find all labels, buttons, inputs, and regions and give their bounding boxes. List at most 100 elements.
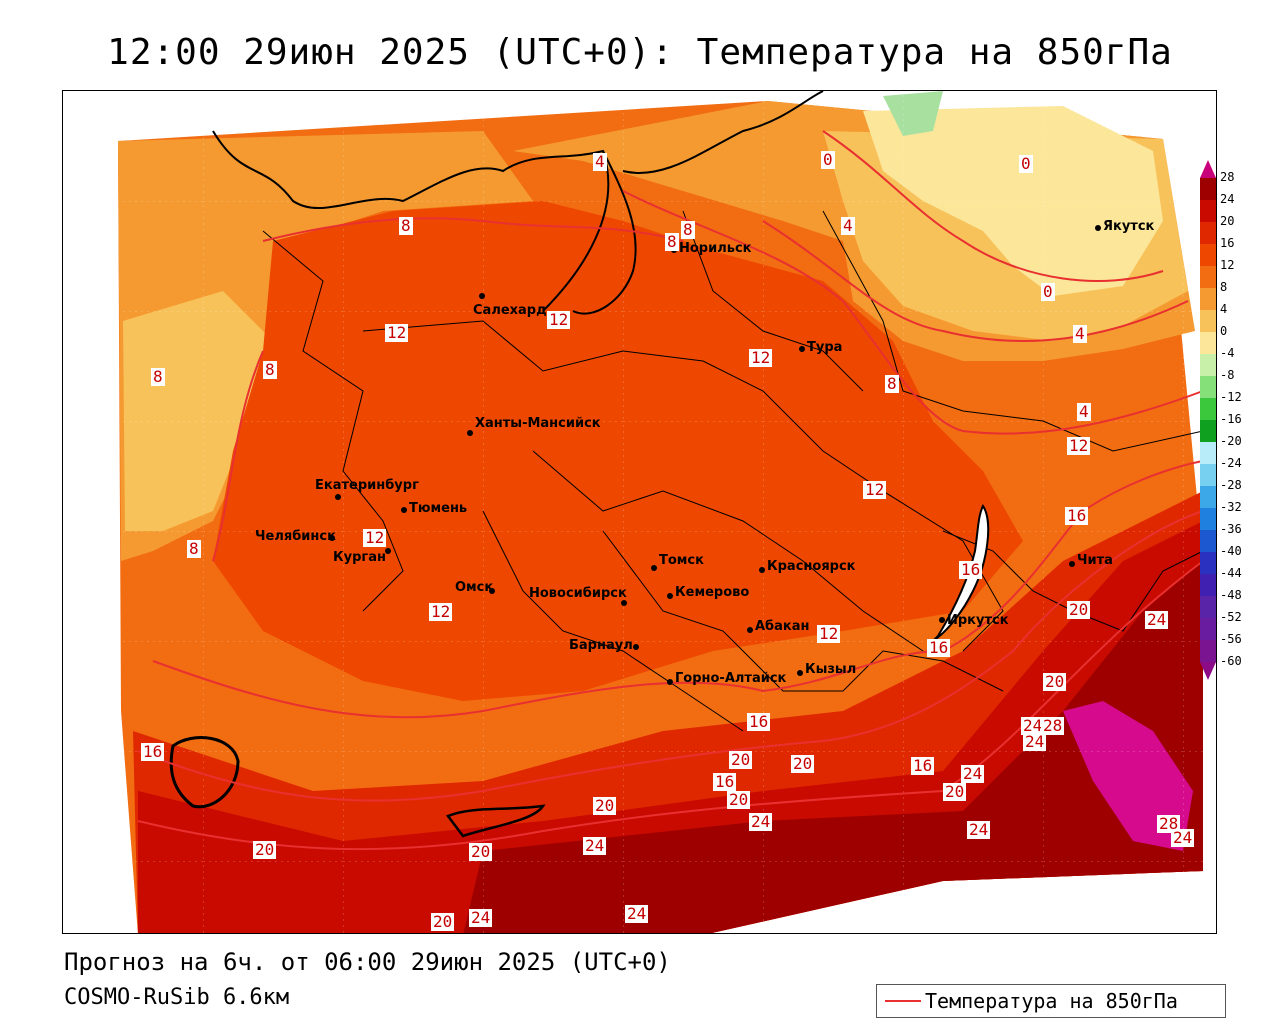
contour-label: 24 [1021, 716, 1045, 735]
contour-label: 20 [431, 912, 455, 931]
contour-label: 20 [253, 840, 277, 859]
temperature-field [63, 91, 1216, 933]
colorbar-tick-label: -60 [1220, 654, 1242, 668]
colorbar-swatch [1200, 222, 1216, 244]
contour-label: 8 [151, 367, 165, 386]
colorbar-bottom-arrow [1200, 662, 1216, 680]
colorbar-swatch [1200, 310, 1216, 332]
city-marker [1095, 225, 1101, 231]
colorbar-tick-label: -20 [1220, 434, 1242, 448]
colorbar-tick-label: -56 [1220, 632, 1242, 646]
colorbar-tick-label: -48 [1220, 588, 1242, 602]
city-krasnoyarsk: Красноярск [759, 559, 856, 574]
colorbar-tick-label: 8 [1220, 280, 1228, 294]
city-marker [633, 644, 639, 650]
colorbar-swatch [1200, 618, 1216, 640]
colorbar-tick-label: 20 [1220, 214, 1235, 228]
city-marker [329, 535, 335, 541]
contour-label: 12 [547, 310, 571, 329]
colorbar-swatch [1200, 552, 1216, 574]
colorbar-swatch [1200, 530, 1216, 552]
colorbar-swatch [1200, 442, 1216, 464]
contour-label: 24 [1145, 610, 1169, 629]
contour-label: 20 [593, 796, 617, 815]
contour-label: 24 [469, 908, 493, 927]
city-marker [467, 430, 473, 436]
coastline [212, 91, 824, 315]
city-yakutsk: Якутск [1095, 219, 1154, 234]
contour-label: 0 [1041, 282, 1055, 301]
contour-label: 12 [363, 528, 387, 547]
colorbar-tick-label: -4 [1220, 346, 1235, 360]
city-marker [401, 507, 407, 513]
contour-label: 20 [729, 750, 753, 769]
contour-label: 28 [1157, 814, 1181, 833]
colorbar-swatch [1200, 200, 1216, 222]
city-tomsk: Томск [651, 553, 704, 571]
colorbar-tick-label: -40 [1220, 544, 1242, 558]
colorbar-swatch [1200, 332, 1216, 354]
contour-label: 12 [429, 602, 453, 621]
colorbar-tick-label: -24 [1220, 456, 1242, 470]
colorbar-swatch [1200, 596, 1216, 618]
colorbar-tick-label: -32 [1220, 500, 1242, 514]
colorbar-tick-label: -36 [1220, 522, 1242, 536]
city-kurgan: Курган [333, 548, 391, 565]
city-chita: Чита [1069, 553, 1113, 568]
legend-label: Температура на 850гПа [925, 989, 1178, 1013]
colorbar-swatch [1200, 288, 1216, 310]
colorbar-swatch [1200, 354, 1216, 376]
contour-label: 12 [817, 624, 841, 643]
contour-label: 20 [791, 754, 815, 773]
colorbar-swatch [1200, 508, 1216, 530]
colorbar-swatch [1200, 398, 1216, 420]
city-chelyabinsk: Челябинск [255, 529, 336, 544]
colorbar-tick-label: 4 [1220, 302, 1228, 316]
contour-label: 24 [1171, 828, 1195, 847]
contour-label: 8 [665, 232, 679, 251]
colorbar-tick-label: -44 [1220, 566, 1242, 580]
city-novosibirsk: Новосибирск [529, 586, 627, 606]
city-irkutsk: Иркутск [939, 613, 1009, 628]
contour-label: 4 [1077, 402, 1091, 421]
contour-label: 24 [583, 836, 607, 855]
city-ekaterinburg: Екатеринбург [315, 478, 419, 500]
city-tyumen: Тюмень [401, 501, 467, 516]
contour-label: 8 [187, 539, 201, 558]
city-marker [651, 565, 657, 571]
colorbar-tick-label: 28 [1220, 170, 1235, 184]
contour-label: 4 [593, 152, 607, 171]
city-marker [747, 627, 753, 633]
contour-label: 24 [625, 904, 649, 923]
colorbar-swatch [1200, 420, 1216, 442]
lake-balkhash [446, 804, 546, 838]
legend-line [885, 1000, 921, 1002]
colorbar-swatch [1200, 376, 1216, 398]
contour-label: 8 [681, 220, 695, 239]
city-marker [621, 600, 627, 606]
city-kemerovo: Кемерово [667, 585, 749, 600]
contour-label: 20 [1043, 672, 1067, 691]
colorbar-tick-label: 24 [1220, 192, 1235, 206]
colorbar-tick-label: -12 [1220, 390, 1242, 404]
city-marker [939, 617, 945, 623]
colorbar-swatch [1200, 640, 1216, 662]
city-kyzyl: Кызыл [797, 662, 856, 677]
colorbar-tick-label: 0 [1220, 324, 1228, 338]
contour-label: 8 [885, 374, 899, 393]
city-marker [1069, 561, 1075, 567]
city-marker [667, 679, 673, 685]
contour-label: 8 [399, 216, 413, 235]
contour-label: 24 [1023, 732, 1047, 751]
contour-label: 12 [385, 323, 409, 342]
contour-label: 16 [927, 638, 951, 657]
colorbar-swatch [1200, 266, 1216, 288]
contour-label: 16 [747, 712, 771, 731]
city-marker [479, 293, 485, 299]
contour-label: 16 [911, 756, 935, 775]
colorbar-top-arrow [1200, 160, 1216, 178]
city-gorno-altaysk: Горно-Алтайск [667, 671, 786, 686]
colorbar-tick-label: -8 [1220, 368, 1235, 382]
contour-label: 12 [749, 348, 773, 367]
city-marker [759, 567, 765, 573]
